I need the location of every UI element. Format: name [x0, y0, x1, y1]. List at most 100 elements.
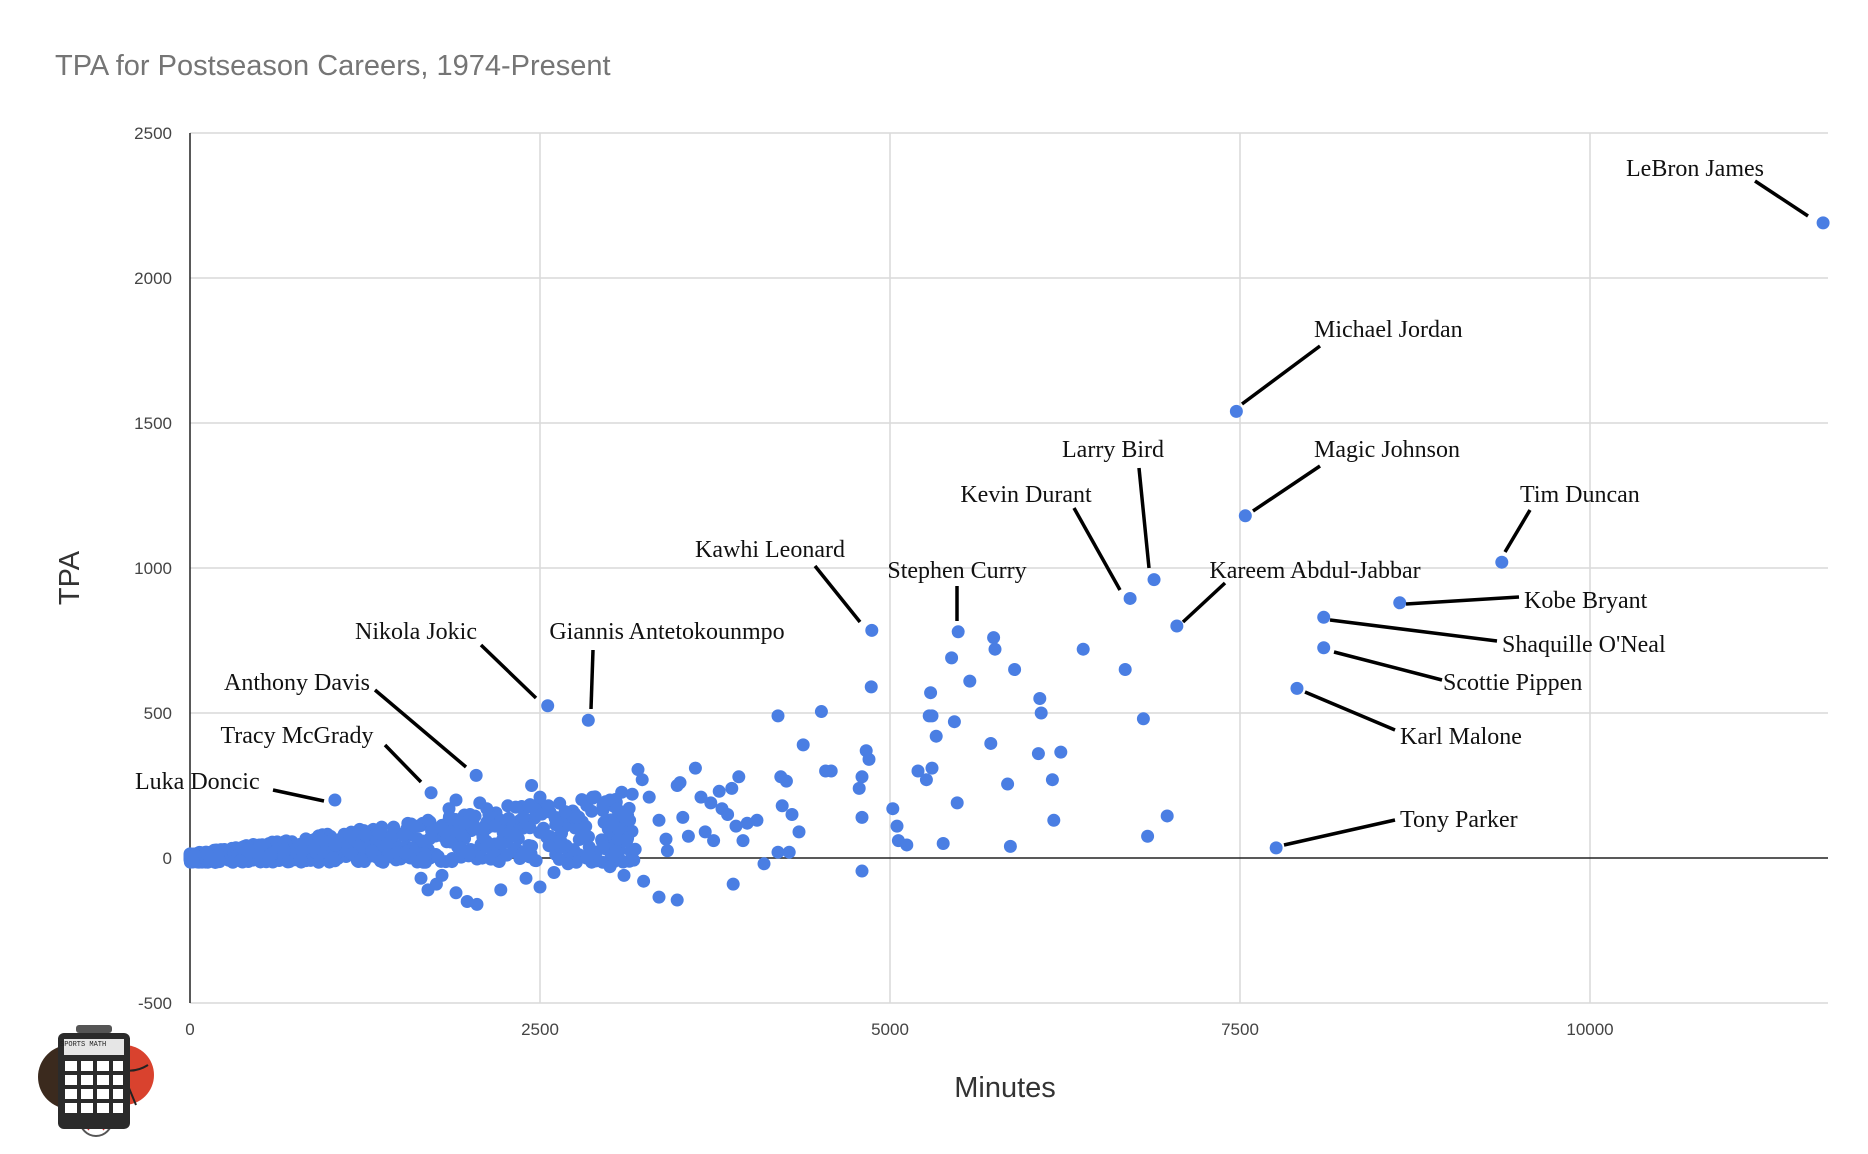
data-point-labeled [469, 768, 483, 782]
data-point [186, 855, 200, 869]
data-point [900, 838, 914, 852]
y-tick-label: 1000 [134, 559, 172, 578]
data-point [277, 843, 291, 857]
data-point [862, 752, 876, 766]
data-point [533, 825, 547, 839]
point-label: Tracy McGrady [220, 723, 373, 749]
data-point [343, 829, 357, 843]
data-point [673, 776, 687, 790]
leader-line [813, 564, 862, 624]
x-axis-label: Minutes [954, 1072, 1056, 1104]
data-point [681, 829, 695, 843]
data-point [307, 842, 321, 856]
data-point [470, 897, 484, 911]
data-point [493, 836, 507, 850]
data-point [328, 838, 342, 852]
data-point [561, 857, 575, 871]
data-point [945, 651, 959, 665]
point-label: Shaquille O'Neal [1502, 632, 1666, 658]
point-label: Karl Malone [1400, 724, 1522, 750]
data-point [625, 787, 639, 801]
data-point [550, 816, 564, 830]
data-point [281, 855, 295, 869]
data-point [1160, 809, 1174, 823]
data-point [567, 843, 581, 857]
data-point [547, 866, 561, 879]
data-point [500, 848, 514, 862]
y-tick-label: 2000 [134, 269, 172, 288]
data-point [688, 761, 702, 775]
leader-line [1754, 179, 1809, 218]
leader-line [1329, 618, 1498, 643]
point-label: Luka Doncic [135, 769, 260, 795]
data-point [1045, 773, 1059, 787]
data-point [528, 854, 542, 868]
data-point-labeled [951, 625, 965, 639]
data-point [950, 796, 964, 810]
data-point [295, 844, 309, 858]
data-point [864, 680, 878, 694]
point-label: Magic Johnson [1314, 437, 1460, 463]
data-point [1003, 839, 1017, 853]
data-point [963, 674, 977, 688]
data-point-labeled [581, 713, 595, 727]
point-label: Stephen Curry [887, 558, 1026, 584]
data-point [533, 790, 547, 804]
data-point [387, 820, 401, 834]
leader-line [1137, 467, 1151, 569]
data-point [606, 816, 620, 830]
data-point-labeled [1816, 216, 1830, 230]
data-point [670, 893, 684, 907]
data-point [628, 842, 642, 856]
data-point [987, 631, 1001, 645]
label-leader-lines [272, 179, 1809, 847]
data-point [637, 874, 651, 888]
data-point [771, 845, 785, 859]
data-point [252, 847, 266, 861]
data-point [373, 854, 387, 868]
data-point [568, 821, 582, 835]
data-point [707, 834, 721, 848]
data-point [351, 855, 365, 869]
leader-line [1181, 581, 1227, 624]
data-point [542, 839, 556, 853]
data-point [919, 773, 933, 787]
leader-line [1240, 344, 1322, 406]
data-point-labeled [1229, 404, 1243, 418]
data-point [676, 810, 690, 824]
data-point [1136, 712, 1150, 726]
data-point [516, 846, 530, 860]
point-label: Scottie Pippen [1443, 670, 1582, 696]
data-point [1118, 663, 1132, 676]
data-point [365, 844, 379, 858]
data-point [578, 828, 592, 842]
data-point [1047, 813, 1061, 827]
data-point [585, 790, 599, 804]
data-point-labeled [424, 786, 438, 800]
data-point [792, 825, 806, 839]
data-point [444, 835, 458, 849]
data-point [445, 851, 459, 865]
data-point [694, 790, 708, 804]
point-label: Kevin Durant [960, 482, 1092, 508]
x-tick-label: 2500 [521, 1020, 559, 1039]
data-point [585, 804, 599, 818]
leader-line [1333, 650, 1443, 682]
point-label: Nikola Jokic [355, 619, 477, 645]
data-point [541, 799, 555, 813]
point-label: Kobe Bryant [1524, 588, 1648, 614]
x-tick-label: 5000 [871, 1020, 909, 1039]
data-point-labeled [1317, 641, 1331, 655]
data-point [750, 813, 764, 827]
data-point [449, 793, 463, 807]
y-tick-label: 1500 [134, 414, 172, 433]
data-point [396, 829, 410, 843]
data-point [453, 841, 467, 855]
data-point [516, 810, 530, 824]
data-point [886, 802, 900, 816]
data-point [569, 810, 583, 824]
data-point [704, 796, 718, 810]
leader-line [272, 788, 325, 803]
data-point [929, 729, 943, 743]
data-point [635, 773, 649, 787]
